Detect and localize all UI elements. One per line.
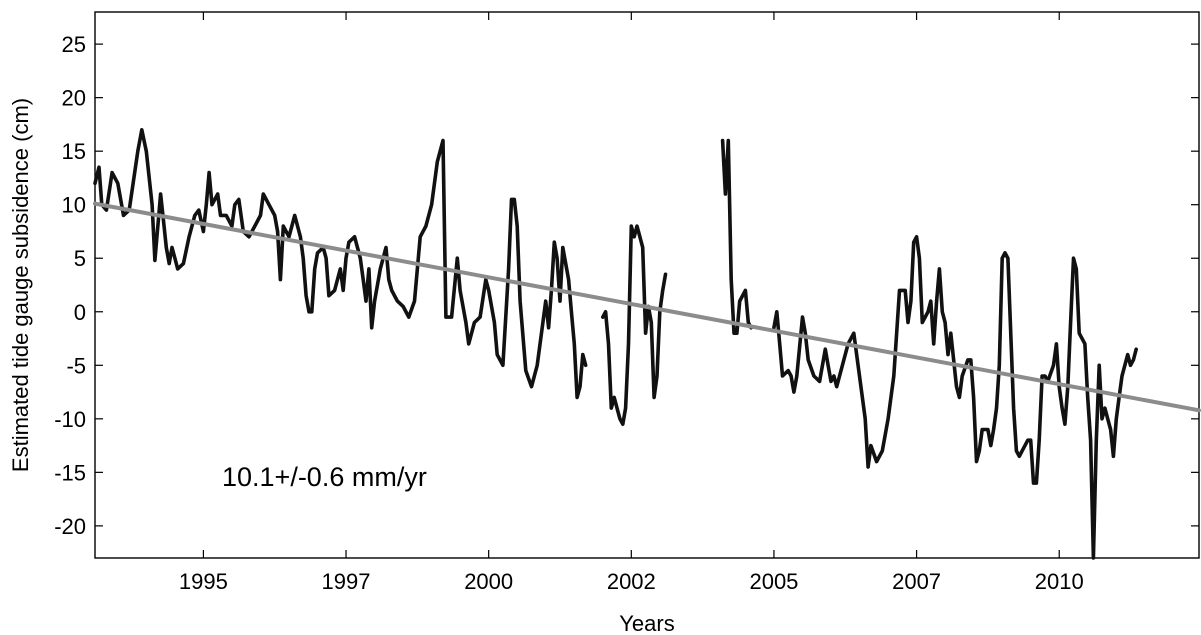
y-tick-label: 20	[62, 86, 86, 111]
data-series-line	[601, 224, 668, 426]
x-tick-label: 2010	[1035, 569, 1084, 594]
plot-frame	[94, 11, 1200, 559]
y-tick-label: -10	[54, 407, 86, 432]
data-series-line	[720, 138, 753, 335]
trend-annotation: 10.1+/-0.6 mm/yr	[222, 462, 427, 492]
y-axis-title: Estimated tide gauge subsidence (cm)	[8, 98, 33, 472]
data-series-line	[772, 235, 1138, 560]
y-tick-label: 0	[74, 300, 86, 325]
y-tick-label: 15	[62, 139, 86, 164]
x-tick-label: 2002	[607, 569, 656, 594]
y-axis: 25 20 15 10 5 0 -5 -10 -15 -20	[54, 32, 1199, 539]
x-tick-label: 2005	[749, 569, 798, 594]
x-tick-label: 1995	[179, 569, 228, 594]
x-axis-title: Years	[619, 611, 674, 635]
y-tick-label: -5	[66, 353, 86, 378]
trend-line	[93, 201, 1201, 413]
series-group	[93, 128, 1201, 560]
y-tick-label: -20	[54, 514, 86, 539]
y-tick-label: 5	[74, 246, 86, 271]
x-tick-label: 2000	[464, 569, 513, 594]
y-tick-label: -15	[54, 460, 86, 485]
y-tick-label: 25	[62, 32, 86, 57]
x-axis: 1995 1997 2000 2002 2005 2007 2010	[179, 12, 1084, 594]
y-tick-label: 10	[62, 193, 86, 218]
x-tick-label: 1997	[322, 569, 371, 594]
x-tick-label: 2007	[892, 569, 941, 594]
data-series-line	[93, 128, 588, 400]
